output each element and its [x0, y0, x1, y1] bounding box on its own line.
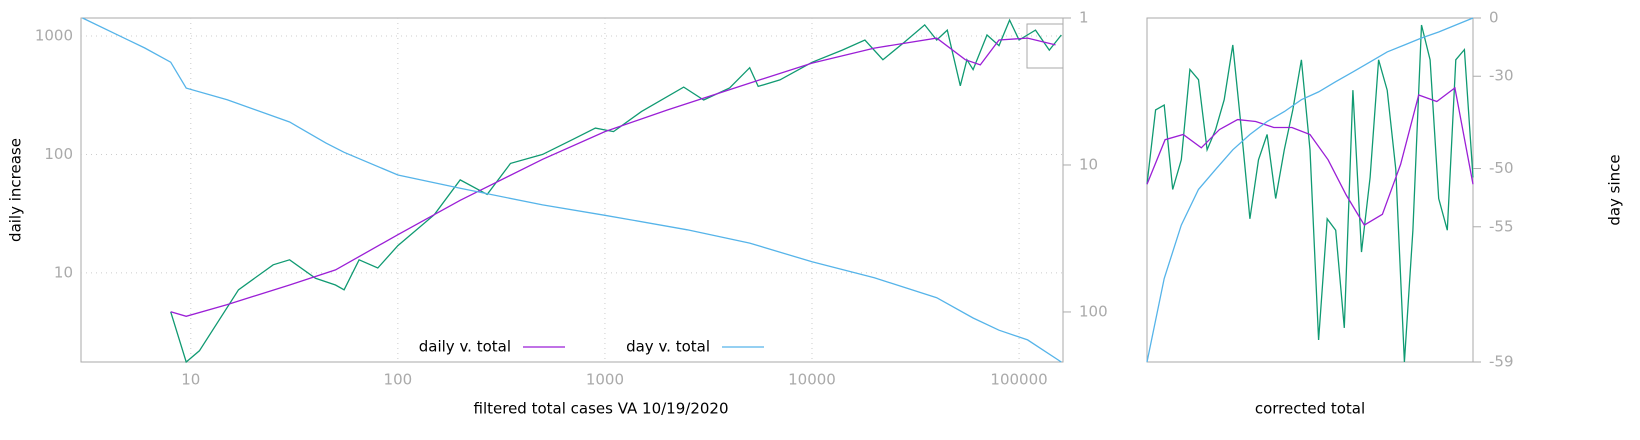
x-tick-label: 10 — [181, 371, 200, 389]
plot-frame — [80, 17, 1064, 363]
plot-frame — [1146, 17, 1474, 363]
x-axis-label: filtered total cases VA 10/19/2020 — [474, 400, 729, 418]
y2-tick-label: -59 — [1489, 353, 1514, 371]
y-tick-label: 100 — [44, 145, 73, 163]
y2-tick-label: -50 — [1489, 159, 1514, 177]
y2-tick-label: -55 — [1489, 217, 1514, 235]
y-axis-label: daily increase — [7, 138, 25, 242]
y2-tick-label: 0 — [1489, 9, 1499, 27]
legend-label: day v. total — [626, 338, 710, 356]
y2-tick-label: -30 — [1489, 67, 1514, 85]
y-tick-label: 1000 — [35, 26, 73, 44]
y-tick-label: 10 — [54, 263, 73, 281]
legend-label: daily v. total — [419, 338, 511, 356]
x-tick-label: 100 — [384, 371, 413, 389]
y2-tick-label: 10 — [1079, 155, 1098, 173]
x-tick-label: 100000 — [990, 371, 1047, 389]
series-line — [1146, 86, 1474, 226]
series-line — [1146, 24, 1474, 363]
series-line — [170, 37, 1056, 317]
series-line — [1146, 17, 1474, 363]
x-axis-label: corrected total — [1255, 400, 1365, 418]
x-tick-label: 10000 — [788, 371, 836, 389]
y2-axis-label: day since — [1606, 154, 1624, 225]
y2-tick-label: 1 — [1079, 9, 1089, 27]
series-line — [82, 17, 1062, 363]
x-tick-label: 1000 — [586, 371, 624, 389]
zoom-box — [1026, 23, 1064, 69]
series-line — [170, 18, 1062, 364]
y2-tick-label: 100 — [1079, 302, 1108, 320]
